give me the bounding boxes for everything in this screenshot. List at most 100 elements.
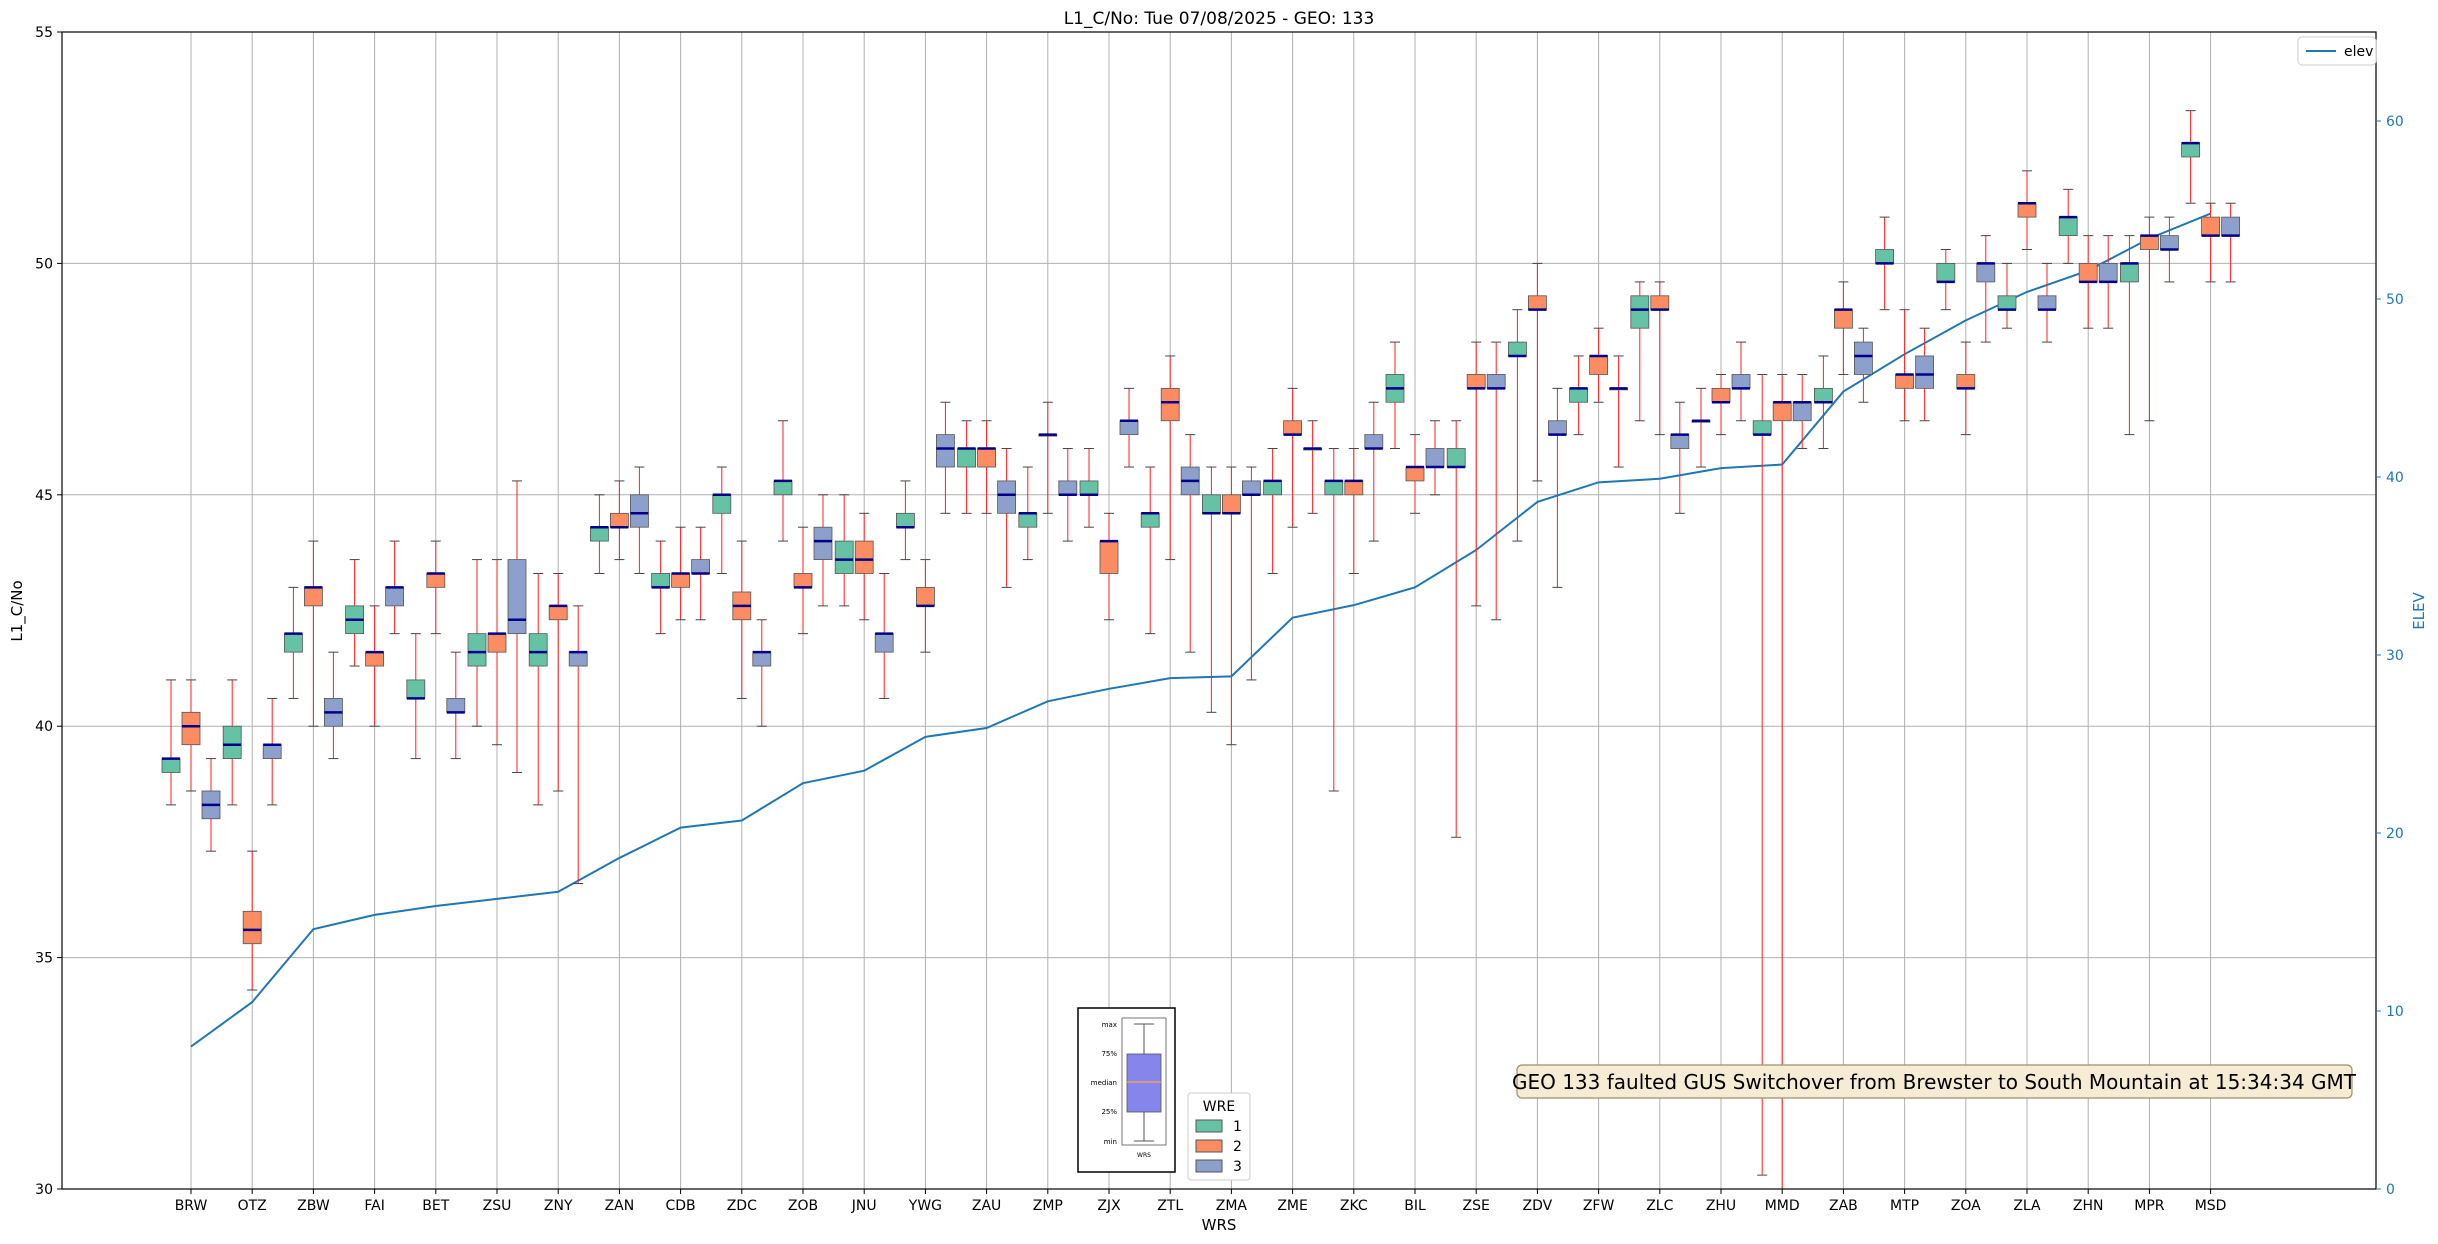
box-wre-3 — [385, 586, 405, 607]
box-wre-2 — [1099, 540, 1119, 574]
box-wre-3 — [813, 526, 833, 560]
box-wre-1 — [161, 758, 181, 773]
y-tick-label: 55 — [35, 25, 53, 41]
box-key-xlabel: WRS — [1137, 1152, 1151, 1159]
x-tick-label: MPR — [2134, 1198, 2165, 1214]
x-tick-label: ZNY — [544, 1198, 573, 1214]
box-wre-3 — [1792, 401, 1812, 422]
box-wre-1 — [2181, 142, 2201, 158]
box-key-label-q3: 75% — [1101, 1050, 1117, 1058]
box-wre-2 — [2139, 235, 2159, 250]
x-tick-label: ZJX — [1097, 1198, 1121, 1214]
box-wre-2 — [1160, 387, 1180, 422]
y2-tick-label: 30 — [2386, 648, 2404, 664]
x-tick-label: ZMA — [1216, 1198, 1248, 1214]
box-wre-3 — [262, 744, 282, 759]
box-wre-2 — [854, 540, 874, 574]
box-wre-3 — [1670, 434, 1690, 449]
x-tick-label: ZMP — [1033, 1198, 1063, 1214]
x-tick-label: BIL — [1404, 1198, 1426, 1214]
x-tick-label: ZSE — [1463, 1198, 1490, 1214]
box-wre-2 — [977, 448, 996, 468]
box-wre-1 — [528, 633, 548, 667]
box-wre-1 — [1140, 512, 1160, 528]
box-wre-2 — [1834, 309, 1853, 329]
box-wre-2 — [793, 573, 813, 588]
y2-tick-label: 50 — [2386, 292, 2404, 308]
box-layer — [161, 110, 2241, 1190]
box-wre-2 — [916, 586, 935, 607]
box-wre-1 — [1569, 387, 1588, 403]
elev-legend: elev — [2297, 36, 2377, 66]
box-wre-3 — [1915, 355, 1934, 389]
box-wre-3 — [1486, 374, 1506, 389]
y2-tick-label: 20 — [2386, 826, 2404, 842]
box-wre-3 — [630, 494, 649, 528]
plot-frame — [61, 31, 2377, 1190]
box-wre-3 — [1976, 262, 1996, 283]
x-tick-label: OTZ — [238, 1198, 267, 1214]
y-tick-label: 50 — [35, 256, 53, 272]
box-wre-3 — [507, 559, 527, 635]
wre-legend-swatch-2 — [1195, 1139, 1223, 1153]
box-wre-3 — [1731, 374, 1751, 389]
y2-tick-label: 60 — [2386, 114, 2404, 130]
box-wre-3 — [2221, 216, 2241, 237]
box-wre-1 — [1630, 295, 1650, 329]
box-wre-2 — [1650, 295, 1670, 311]
x-tick-label: ZHN — [2073, 1198, 2104, 1214]
box-key-label-min: min — [1104, 1138, 1117, 1146]
box-wre-1 — [834, 540, 854, 574]
box-wre-2 — [671, 573, 690, 588]
box-wre-1 — [1263, 480, 1282, 496]
elevation-layer — [190, 212, 2211, 1048]
box-wre-1 — [1875, 249, 1894, 264]
box-wre-2 — [1772, 401, 1792, 422]
box-wre-3 — [2159, 235, 2179, 250]
box-wre-3 — [2037, 295, 2057, 311]
box-wre-1 — [1202, 494, 1221, 514]
x-tick-label: MSD — [2195, 1198, 2227, 1214]
box-key-label-q1: 25% — [1101, 1108, 1117, 1116]
x-tick-label: ZAN — [605, 1198, 635, 1214]
wre-legend: WRE 1 2 3 — [1187, 1092, 1251, 1181]
y-axis-label: L1_C/No — [8, 580, 27, 641]
box-wre-1 — [1324, 480, 1344, 496]
box-wre-1 — [1814, 387, 1833, 403]
elev-legend-label: elev — [2344, 44, 2373, 60]
box-wre-2 — [1222, 494, 1241, 514]
x-tick-label: ZDV — [1523, 1198, 1553, 1214]
y2-axis-label: ELEV — [2410, 591, 2428, 629]
box-wre-3 — [936, 434, 955, 468]
wre-legend-label-2: 2 — [1233, 1139, 1242, 1155]
box-wre-1 — [467, 633, 487, 667]
box-wre-3 — [2098, 262, 2118, 283]
x-tick-label: ZFW — [1583, 1198, 1615, 1214]
box-wre-1 — [1997, 295, 2017, 311]
wre-legend-swatch-3 — [1195, 1159, 1223, 1173]
x-tick-label: YWG — [908, 1198, 942, 1214]
wre-legend-swatch-1 — [1195, 1119, 1223, 1133]
x-tick-label: MTP — [1890, 1198, 1919, 1214]
y-tick-label: 45 — [35, 488, 53, 504]
wre-legend-frame — [1187, 1092, 1251, 1181]
box-wre-3 — [1425, 448, 1445, 468]
box-wre-3 — [1364, 434, 1384, 449]
box-wre-3 — [997, 480, 1016, 514]
box-wre-2 — [1895, 374, 1914, 389]
box-wre-3 — [1058, 480, 1078, 496]
x-tick-label: ZME — [1277, 1198, 1308, 1214]
box-wre-1 — [773, 480, 793, 496]
box-wre-3 — [874, 633, 894, 653]
x-tick-label: ZAU — [972, 1198, 1001, 1214]
box-wre-3 — [691, 559, 710, 574]
wre-legend-label-3: 3 — [1233, 1159, 1242, 1175]
box-key-label-max: max — [1102, 1021, 1117, 1029]
box-wre-2 — [548, 605, 568, 621]
x-tick-label: ZLA — [2013, 1198, 2041, 1214]
x-tick-label: ZHU — [1706, 1198, 1736, 1214]
box-wre-1 — [1018, 512, 1038, 528]
box-wre-2 — [181, 711, 201, 746]
